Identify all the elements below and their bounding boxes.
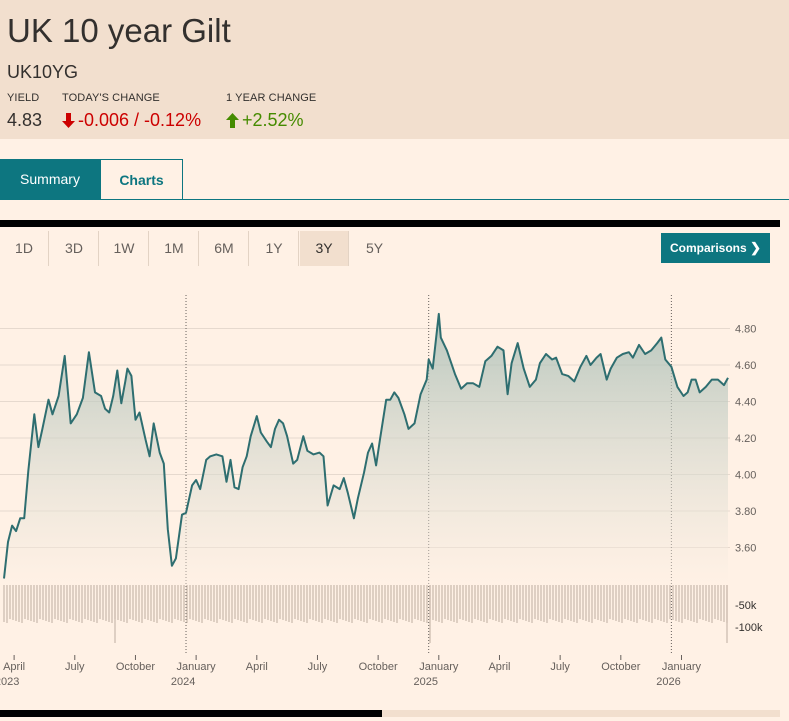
range-3y-button[interactable]: 3Y bbox=[300, 231, 349, 266]
y-tick-label: 4.60 bbox=[735, 360, 756, 372]
range-1m-button[interactable]: 1M bbox=[150, 231, 199, 266]
chart-scroll-track[interactable] bbox=[382, 710, 780, 717]
volume-tick-label: -100k bbox=[735, 622, 763, 634]
tab-summary[interactable]: Summary bbox=[0, 159, 100, 199]
range-3d-button[interactable]: 3D bbox=[50, 231, 99, 266]
chart-top-border bbox=[0, 220, 780, 227]
today-change-text: -0.006 / -0.12% bbox=[78, 110, 202, 130]
today-change-label: TODAY'S CHANGE bbox=[62, 92, 160, 104]
tab-charts[interactable]: Charts bbox=[100, 159, 183, 200]
volume-bars bbox=[3, 585, 728, 643]
y-tick-label: 4.00 bbox=[735, 470, 756, 482]
range-1d-button[interactable]: 1D bbox=[0, 231, 49, 266]
x-tick-label: January bbox=[419, 661, 459, 673]
y-tick-label: 3.80 bbox=[735, 506, 756, 518]
arrow-up-icon bbox=[226, 113, 239, 128]
range-1y-button[interactable]: 1Y bbox=[250, 231, 299, 266]
chevron-right-icon: ❯ bbox=[750, 240, 761, 255]
year-change-text: +2.52% bbox=[242, 110, 304, 130]
x-tick-label: April bbox=[3, 661, 25, 673]
y-axis-labels: 3.60 3.80 4.00 4.20 4.40 4.60 4.80 bbox=[735, 324, 756, 555]
y-tick-label: 3.60 bbox=[735, 543, 756, 555]
y-tick-label: 4.40 bbox=[735, 397, 756, 409]
year-change-value: +2.52% bbox=[226, 110, 304, 131]
range-5y-button[interactable]: 5Y bbox=[365, 240, 384, 256]
x-year-label: 2024 bbox=[171, 676, 195, 688]
yield-value: 4.83 bbox=[7, 110, 43, 130]
time-range-selector: 1D 3D 1W 1M 6M 1Y 3Y 5Y bbox=[0, 231, 789, 266]
x-tick-label: April bbox=[488, 661, 510, 673]
x-axis-labels: April 2023 July October January 2024 April July… bbox=[0, 655, 702, 688]
page-title: UK 10 year Gilt bbox=[7, 12, 231, 49]
year-change-label: 1 YEAR CHANGE bbox=[226, 92, 317, 104]
x-year-label: 2026 bbox=[656, 676, 680, 688]
range-1w-button[interactable]: 1W bbox=[100, 231, 149, 266]
x-tick-label: October bbox=[116, 661, 155, 673]
y-tick-label: 4.80 bbox=[735, 324, 756, 336]
quote-header: UK 10 year Gilt UK10YG YIELD 4.83 TODAY'… bbox=[0, 0, 789, 139]
volume-tick-label: -50k bbox=[735, 600, 757, 612]
x-year-label: 2023 bbox=[0, 676, 19, 688]
x-tick-label: January bbox=[177, 661, 217, 673]
ticker-symbol: UK10YG bbox=[7, 62, 79, 82]
x-tick-label: October bbox=[359, 661, 398, 673]
volume-axis-labels: -50k -100k bbox=[735, 600, 763, 634]
x-year-label: 2025 bbox=[414, 676, 438, 688]
x-tick-label: July bbox=[308, 661, 328, 673]
today-change-value: -0.006 / -0.12% bbox=[62, 110, 201, 131]
yield-label: YIELD bbox=[7, 92, 40, 104]
x-tick-label: July bbox=[65, 661, 85, 673]
tabs-divider bbox=[0, 199, 789, 200]
view-tabs: Summary Charts bbox=[0, 159, 789, 200]
comparisons-button[interactable]: Comparisons ❯ bbox=[661, 233, 770, 263]
yield-line bbox=[3, 312, 729, 579]
x-tick-label: April bbox=[246, 661, 268, 673]
yield-area bbox=[4, 313, 728, 584]
x-tick-label: July bbox=[550, 661, 570, 673]
x-tick-label: January bbox=[662, 661, 702, 673]
chart-scroll-thumb[interactable] bbox=[0, 710, 382, 717]
comparisons-label: Comparisons bbox=[670, 241, 747, 255]
range-6m-button[interactable]: 6M bbox=[200, 231, 249, 266]
arrow-down-icon bbox=[62, 113, 75, 128]
y-tick-label: 4.20 bbox=[735, 433, 756, 445]
yield-chart[interactable]: 3.60 3.80 4.00 4.20 4.40 4.60 4.80 -50k -100k A… bbox=[0, 270, 789, 690]
x-tick-label: October bbox=[601, 661, 640, 673]
